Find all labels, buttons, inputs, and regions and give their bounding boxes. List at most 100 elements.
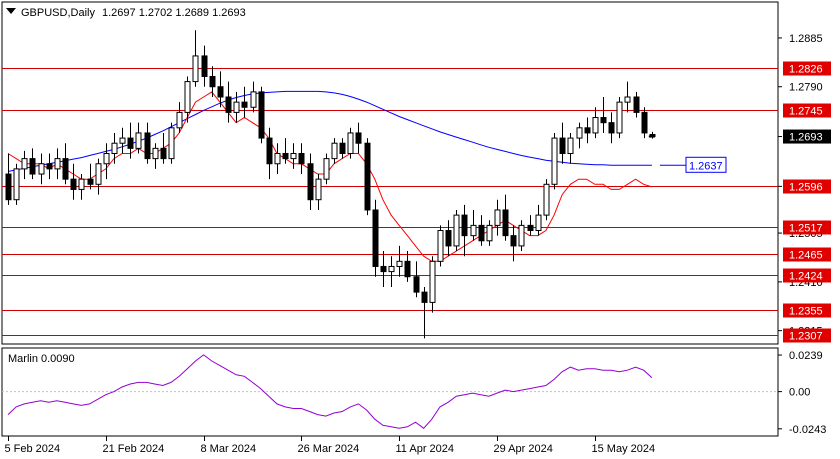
- candle-body-up: [624, 96, 631, 103]
- candle: [225, 81, 232, 123]
- candle-body-down: [201, 55, 208, 77]
- candle-body-down: [510, 235, 517, 247]
- candle: [404, 251, 411, 282]
- oscillator-tick-label: 0.0239: [789, 350, 823, 362]
- candle-body-up: [38, 163, 45, 175]
- candle: [144, 122, 151, 164]
- candle: [315, 174, 322, 210]
- candle: [641, 107, 648, 139]
- candle: [608, 112, 615, 144]
- candle: [274, 143, 281, 175]
- candle: [152, 143, 159, 169]
- candle-body-down: [258, 91, 265, 139]
- candle-body-up: [192, 55, 199, 83]
- oscillator-tick-label: 0.00: [789, 387, 810, 399]
- time-tick-label: 11 Apr 2024: [396, 443, 455, 455]
- candle: [413, 261, 420, 298]
- candle-body-down: [364, 142, 371, 211]
- candle: [486, 220, 493, 246]
- candle-body-down: [413, 276, 420, 293]
- candle-body-down: [380, 265, 387, 273]
- candle-body-up: [535, 214, 542, 232]
- candle-body-up: [388, 265, 395, 273]
- candle-body-up: [103, 152, 110, 165]
- candle-body-down: [608, 122, 615, 134]
- candle-body-up: [290, 152, 297, 160]
- price-tick-label: 1.2885: [789, 33, 823, 45]
- candle: [95, 158, 102, 195]
- level-label-text: 1.2826: [789, 64, 823, 76]
- candle-body-up: [250, 91, 257, 108]
- time-tick-label: 29 Apr 2024: [494, 443, 553, 455]
- candle: [160, 132, 167, 164]
- candle-body-down: [355, 132, 362, 144]
- candle-body-down: [600, 117, 607, 124]
- collapse-arrow-icon[interactable]: [6, 8, 16, 14]
- ma-value-label: 1.2637: [659, 156, 727, 173]
- candle: [372, 199, 379, 277]
- candle-body-down: [46, 163, 53, 170]
- candle: [592, 107, 599, 139]
- candle: [429, 256, 436, 313]
- price-axis[interactable]: 1.28851.27901.26931.25961.25051.24101.23…: [778, 33, 831, 343]
- time-axis: 5 Feb 2024 21 Feb 2024 8 Mar 2024 26 Mar 20…: [5, 436, 655, 455]
- candle: [347, 127, 354, 159]
- candle: [87, 163, 94, 190]
- candle: [364, 138, 371, 216]
- level-label-box: [783, 179, 831, 194]
- candle-body-up: [567, 137, 574, 154]
- main-pane[interactable]: 1.2637 GBPUSD,Daily 1.2697 1.2702 1.2689…: [1, 1, 779, 345]
- candle: [633, 91, 640, 118]
- candle: [127, 122, 134, 159]
- candle-body-down: [559, 137, 566, 154]
- candles: [5, 30, 656, 339]
- candle: [21, 150, 28, 180]
- candle: [478, 215, 485, 246]
- candle-body-up: [119, 137, 126, 144]
- candle-body-down: [62, 158, 69, 180]
- candle-body-down: [160, 147, 167, 160]
- candle: [70, 163, 77, 200]
- candle: [29, 148, 36, 180]
- candle: [184, 76, 191, 123]
- candle: [445, 220, 452, 257]
- candle-body-down: [266, 137, 273, 165]
- candle-body-up: [494, 209, 501, 226]
- level-label-text: 1.2465: [789, 250, 823, 262]
- oscillator-pane[interactable]: 0.0239 0.00 -0.0243 Marlin 0.0090: [1, 347, 826, 437]
- oscillator-line: [7, 354, 653, 429]
- candle: [559, 122, 566, 164]
- candle-body-down: [641, 111, 648, 134]
- candle: [535, 204, 542, 236]
- candle-body-up: [323, 158, 330, 180]
- candle-body-down: [241, 101, 248, 108]
- candle: [250, 81, 257, 113]
- time-tick-label: 8 Mar 2024: [201, 443, 257, 455]
- ma-label-text: 1.2637: [689, 160, 723, 172]
- candle-body-down: [282, 152, 289, 160]
- candle: [5, 153, 12, 205]
- candle: [54, 148, 61, 180]
- horizontal-levels: [2, 68, 778, 336]
- candle-body-up: [54, 158, 61, 170]
- candle-body-up: [543, 183, 550, 216]
- ma-fast-line: [7, 91, 653, 262]
- current-price-text: 1.2693: [789, 132, 823, 144]
- candle: [388, 256, 395, 287]
- level-label-text: 1.2596: [789, 182, 823, 194]
- candle-body-down: [502, 209, 509, 237]
- candle-body-down: [87, 178, 94, 185]
- candle: [192, 30, 199, 87]
- candle: [290, 143, 297, 169]
- level-label-box: [783, 268, 831, 283]
- candle-body-down: [478, 224, 485, 242]
- chart-ohlc-values: 1.2697 1.2702 1.2689 1.2693: [102, 7, 246, 19]
- candle-body-up: [347, 132, 354, 154]
- level-label-box: [783, 303, 831, 318]
- level-label-text: 1.2424: [789, 271, 823, 283]
- candle: [241, 86, 248, 118]
- candle: [13, 163, 20, 205]
- candle-body-up: [315, 178, 322, 201]
- candle: [527, 215, 534, 236]
